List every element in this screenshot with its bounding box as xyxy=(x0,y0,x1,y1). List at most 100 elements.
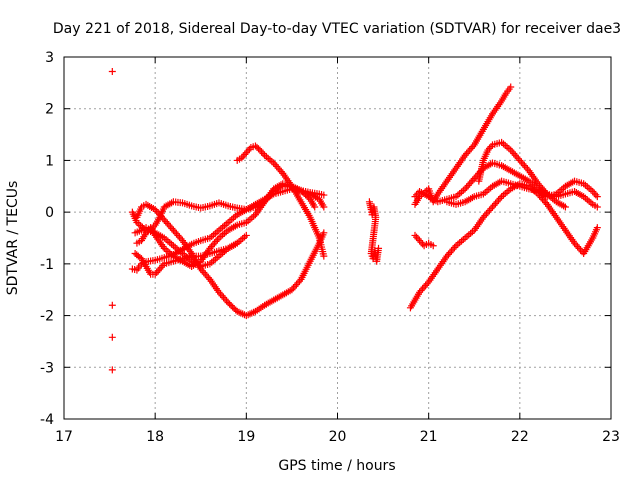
data-point-track-c xyxy=(162,246,170,254)
data-point-track-h xyxy=(420,283,428,291)
data-point-track-d xyxy=(166,223,174,231)
data-point-track-i xyxy=(507,83,515,91)
data-point-track-l xyxy=(585,184,593,192)
data-point-track-k xyxy=(508,148,516,156)
data-point-track-d xyxy=(215,288,223,296)
data-point-track-g xyxy=(157,263,165,271)
data-point-track-e xyxy=(237,236,245,244)
data-point-track-i xyxy=(467,144,475,152)
data-point-track-d xyxy=(154,209,162,217)
data-point-track-j xyxy=(413,191,421,199)
data-point-track-f xyxy=(244,147,252,155)
data-point-track-h xyxy=(465,231,473,239)
data-point-track-h xyxy=(575,244,583,252)
data-point-track-c xyxy=(213,236,221,244)
data-point-track-a xyxy=(210,231,218,239)
data-point-track-f xyxy=(268,157,276,165)
data-point-track-h xyxy=(447,247,455,255)
data-point-track-h xyxy=(467,229,475,237)
data-point-track-k xyxy=(519,160,527,168)
data-point-track-f xyxy=(238,154,246,162)
data-point-track-m xyxy=(414,235,422,243)
data-point-track-k xyxy=(522,163,530,171)
data-point-track-j xyxy=(593,203,601,211)
data-point-track-d xyxy=(177,235,185,243)
grid-lines xyxy=(64,57,611,419)
data-point-track-h xyxy=(422,281,430,289)
data-point-track-m xyxy=(416,237,424,245)
data-point-track-g xyxy=(154,267,162,275)
data-point-track-k xyxy=(513,153,521,161)
data-point-track-f xyxy=(270,159,278,167)
x-tick-label: 23 xyxy=(602,429,620,445)
data-point-track-e xyxy=(169,242,177,250)
data-point-track-e xyxy=(241,233,249,241)
data-point-track-k xyxy=(537,183,545,191)
data-point-outliers xyxy=(108,366,116,374)
data-point-track-d xyxy=(169,226,177,234)
data-point-track-k xyxy=(520,162,528,170)
data-point-track-h xyxy=(457,237,465,245)
y-tick-label: -2 xyxy=(40,309,54,325)
data-point-track-d xyxy=(217,290,225,298)
data-point-track-h xyxy=(485,206,493,214)
data-point-track-d xyxy=(171,228,179,236)
data-point-track-c xyxy=(220,229,228,237)
data-point-track-e xyxy=(168,240,176,248)
data-point-track-h xyxy=(496,194,504,202)
y-tick-label: 1 xyxy=(45,153,54,169)
data-point-track-f xyxy=(254,145,262,153)
data-point-track-k xyxy=(503,143,511,151)
data-point-track-l xyxy=(589,187,597,195)
data-point-track-h xyxy=(463,232,471,240)
data-point-track-i xyxy=(464,148,472,156)
data-point-track-h xyxy=(503,188,511,196)
y-tick-label: 0 xyxy=(45,205,54,221)
y-tick-label: 3 xyxy=(45,50,54,66)
data-point-track-d xyxy=(200,268,208,276)
data-point-track-e xyxy=(166,239,174,247)
data-point-track-f xyxy=(245,145,253,153)
y-tick-label: -3 xyxy=(40,360,54,376)
data-point-track-k xyxy=(487,143,495,151)
data-point-track-g xyxy=(153,268,161,276)
x-tick-label: 21 xyxy=(420,429,438,445)
data-point-track-f xyxy=(271,161,279,169)
data-point-track-h xyxy=(501,190,509,198)
y-tick-label: 2 xyxy=(45,102,54,118)
data-point-track-a xyxy=(213,228,221,236)
data-point-track-l xyxy=(558,185,566,193)
data-point-track-h xyxy=(484,208,492,216)
data-point-track-h xyxy=(459,236,467,244)
data-point-outliers xyxy=(108,301,116,309)
data-point-track-c xyxy=(164,247,172,255)
data-point-track-e xyxy=(239,235,247,243)
data-point-track-h xyxy=(495,196,503,204)
data-point-track-f xyxy=(273,162,281,170)
data-point-track-d xyxy=(296,277,304,285)
x-axis-label: GPS time / hours xyxy=(278,458,395,474)
data-point-track-l xyxy=(483,187,491,195)
data-point-track-a xyxy=(217,225,225,233)
data-point-track-d xyxy=(151,206,159,214)
data-point-track-c xyxy=(250,212,258,220)
data-point-track-l xyxy=(590,189,598,197)
data-point-track-h xyxy=(572,241,580,249)
data-point-track-c xyxy=(248,214,256,222)
data-point-track-d xyxy=(165,221,173,229)
data-point-track-k xyxy=(510,150,518,158)
data-point-track-a xyxy=(220,222,228,230)
data-point-track-f xyxy=(256,146,264,154)
data-point-track-e xyxy=(210,257,218,265)
data-point-gap-cluster xyxy=(375,244,383,252)
data-point-track-h xyxy=(487,205,495,213)
data-point-track-l xyxy=(593,193,601,201)
data-point-track-k xyxy=(516,156,524,164)
data-point-track-g xyxy=(233,239,241,247)
data-point-track-d xyxy=(292,281,300,289)
data-point-track-d xyxy=(174,231,182,239)
data-point-track-j xyxy=(463,183,471,191)
data-point-track-h xyxy=(417,287,425,295)
data-point-track-i xyxy=(461,151,469,159)
data-point-track-j xyxy=(585,197,593,205)
